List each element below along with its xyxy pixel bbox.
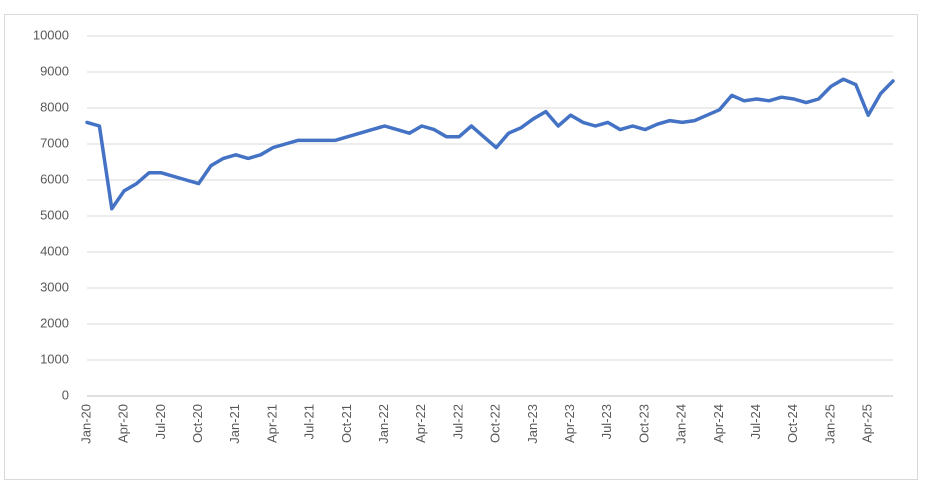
y-tick-label: 10000	[33, 27, 69, 42]
x-tick-label: Jul-23	[599, 404, 614, 439]
x-tick-label: Jul-20	[153, 404, 168, 439]
x-tick-label: Jul-24	[748, 404, 763, 439]
x-tick-label: Apr-20	[116, 404, 131, 443]
x-tick-label: Apr-23	[562, 404, 577, 443]
y-tick-label: 6000	[40, 171, 69, 186]
x-tick-label: Jan-20	[78, 404, 93, 444]
x-tick-label: Jan-25	[822, 404, 837, 444]
x-tick-label: Oct-24	[785, 404, 800, 443]
y-tick-label: 4000	[40, 243, 69, 258]
y-tick-label: 9000	[40, 63, 69, 78]
x-tick-label: Jan-22	[376, 404, 391, 444]
x-tick-label: Oct-23	[636, 404, 651, 443]
y-tick-label: 1000	[40, 351, 69, 366]
x-tick-label: Jan-21	[227, 404, 242, 444]
chart-frame	[4, 14, 918, 480]
x-tick-label: Oct-22	[488, 404, 503, 443]
x-tick-label: Apr-25	[860, 404, 875, 443]
x-tick-label: Jan-24	[674, 404, 689, 444]
x-tick-label: Apr-24	[711, 404, 726, 443]
y-tick-label: 7000	[40, 135, 69, 150]
y-tick-label: 8000	[40, 99, 69, 114]
x-tick-label: Oct-20	[190, 404, 205, 443]
x-tick-label: Jan-23	[525, 404, 540, 444]
x-tick-label: Apr-22	[413, 404, 428, 443]
x-tick-label: Oct-21	[339, 404, 354, 443]
y-tick-label: 2000	[40, 315, 69, 330]
y-tick-label: 5000	[40, 207, 69, 222]
x-tick-label: Jul-22	[450, 404, 465, 439]
data-line	[85, 77, 895, 211]
y-tick-label: 0	[62, 387, 69, 402]
x-tick-label: Jul-21	[302, 404, 317, 439]
y-tick-label: 3000	[40, 279, 69, 294]
x-tick-label: Apr-21	[264, 404, 279, 443]
